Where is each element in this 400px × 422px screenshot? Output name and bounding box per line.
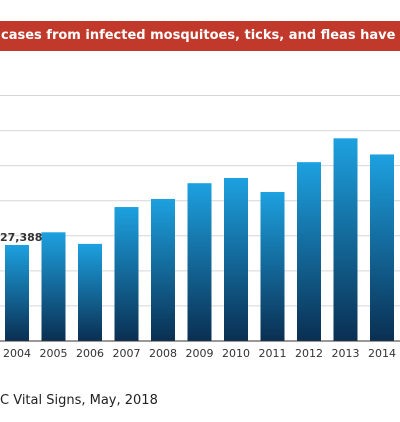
x-tick-label: 2006 (76, 347, 104, 360)
x-tick-label: 2013 (332, 347, 360, 360)
bar-2008 (151, 198, 175, 341)
bar-chart: 2004 2005 2006 2007 2008 2009 2010 2011 2012 2013… (0, 95, 400, 360)
bar-2004 (5, 244, 29, 341)
data-labels: 27,388 (0, 231, 42, 244)
x-tick-label: 2005 (40, 347, 68, 360)
x-tick-label: 2010 (222, 347, 250, 360)
bars (5, 138, 394, 341)
bar-2009 (187, 183, 212, 341)
bar-2006 (78, 243, 102, 341)
bar-2005 (41, 232, 66, 341)
chart-title-banner: cases from infected mosquitoes, ticks, a… (0, 21, 400, 51)
x-tick-label: 2007 (113, 347, 141, 360)
x-tick-labels: 2004 2005 2006 2007 2008 2009 2010 2011 2012 2013… (3, 347, 396, 360)
x-tick-label: 2012 (295, 347, 323, 360)
bar-2007 (114, 207, 139, 341)
x-tick-label: 2009 (186, 347, 214, 360)
bar-2012 (297, 162, 321, 341)
data-label: 27,388 (0, 231, 42, 244)
x-tick-label: 2004 (3, 347, 31, 360)
x-tick-label: 2011 (259, 347, 287, 360)
source-note: C Vital Signs, May, 2018 (0, 393, 158, 408)
bar-2011 (260, 191, 285, 341)
bar-2010 (224, 177, 248, 341)
x-tick-label: 2014 (368, 347, 396, 360)
bar-2014 (370, 154, 394, 341)
x-tick-label: 2008 (149, 347, 177, 360)
bar-2013 (333, 138, 358, 341)
